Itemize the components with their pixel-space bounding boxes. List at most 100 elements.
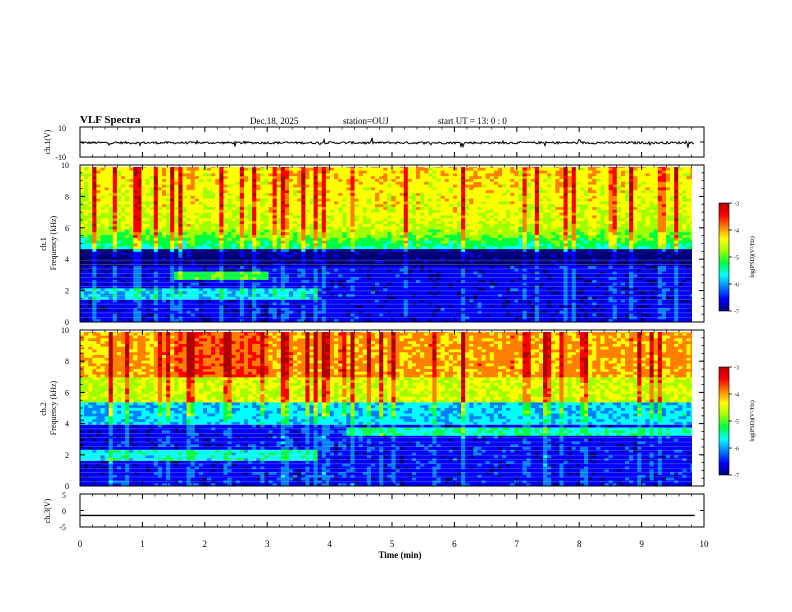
spectrogram-cell	[346, 167, 351, 169]
spectrogram-cell	[584, 187, 589, 191]
spectrogram-cell	[186, 237, 192, 242]
spectrogram-cell	[182, 229, 187, 233]
spectrogram-cell	[288, 167, 294, 171]
spectrogram-cell	[383, 212, 388, 216]
spectrogram-cell	[473, 254, 478, 258]
spectrogram-cell	[665, 179, 671, 183]
spectrogram-cell	[682, 190, 687, 194]
spectrogram-cell	[489, 218, 495, 222]
spectrogram-cell	[272, 229, 278, 233]
spectrogram-cell	[137, 240, 142, 244]
spectrogram-cell	[256, 221, 261, 225]
spectrogram-cell	[325, 218, 331, 222]
spectrogram-cell	[588, 190, 593, 194]
spectrogram-cell	[424, 215, 429, 219]
spectrogram-cell	[448, 176, 454, 180]
spectrogram-cell	[272, 221, 278, 225]
spectrogram-cell	[411, 223, 417, 228]
spectrogram-cell	[309, 254, 314, 258]
spectrogram-cell	[661, 167, 667, 169]
spectrogram-cell	[379, 221, 384, 225]
spectrogram-cell	[645, 170, 650, 174]
spectrogram-cell	[227, 212, 233, 216]
spectrogram-cell	[116, 198, 122, 202]
spectrogram-cell	[624, 167, 630, 171]
spectrogram-cell	[682, 229, 687, 233]
spectrogram-cell	[276, 229, 282, 233]
spectrogram-cell	[313, 223, 319, 228]
spectrogram-cell	[346, 179, 351, 183]
spectrogram-cell	[211, 179, 216, 183]
spectrogram-cell	[190, 257, 196, 261]
spectrogram-cell	[456, 209, 462, 214]
spectrogram-cell	[665, 167, 671, 171]
spectrogram-cell	[329, 229, 335, 233]
spectrogram-cell	[202, 215, 208, 219]
spectrogram-cell	[248, 232, 253, 236]
spectrogram-cell	[342, 179, 347, 183]
spectrogram-cell	[497, 240, 503, 244]
spectrogram-cell	[239, 212, 245, 216]
spectrogram-cell	[227, 251, 233, 256]
spectrogram-cell	[518, 167, 523, 171]
spectrogram-cell	[563, 221, 569, 225]
spectrogram-cell	[157, 181, 163, 186]
spectrogram-cell	[575, 221, 581, 225]
spectrogram-cell	[252, 207, 257, 211]
spectrogram-cell	[575, 251, 581, 256]
spectrogram-cell	[202, 195, 208, 200]
spectrogram-cell	[231, 190, 237, 194]
spectrogram-cell	[477, 232, 482, 236]
spectrogram-cell	[141, 198, 146, 202]
spectrogram-cell	[383, 173, 388, 177]
spectrogram-cell	[665, 204, 671, 208]
spectrogram-cell	[567, 246, 573, 250]
spectrogram-cell	[465, 229, 470, 233]
spectrogram-cell	[432, 232, 437, 236]
spectrogram-cell	[641, 179, 646, 183]
spectrogram-cell	[231, 218, 237, 222]
spectrogram-cell	[571, 179, 577, 183]
spectrogram-cell	[248, 187, 253, 191]
spectrogram-cell	[604, 167, 609, 171]
spectrogram-cell	[190, 243, 196, 247]
spectrogram-cell	[264, 176, 269, 180]
spectrogram-cell	[395, 207, 401, 211]
spectrogram-cell	[329, 193, 335, 197]
spectrogram-cell	[497, 235, 503, 239]
spectrogram-cell	[432, 221, 437, 225]
spectrogram-cell	[198, 235, 204, 239]
spectrogram-cell	[317, 254, 323, 258]
spectrogram-cell	[653, 221, 659, 225]
spectrogram-cell	[170, 240, 175, 244]
spectrogram-cell	[104, 249, 110, 253]
spectrogram-cell	[264, 223, 269, 228]
spectrogram-cell	[469, 240, 474, 244]
spectrogram-cell	[633, 221, 638, 225]
spectrogram-cell	[301, 167, 306, 169]
spectrogram-cell	[366, 170, 372, 174]
spectrogram-cell	[624, 243, 630, 247]
spectrogram-cell	[645, 179, 650, 183]
spectrogram-cell	[198, 209, 204, 214]
spectrogram-cell	[665, 237, 671, 242]
spectrogram-cell	[145, 257, 151, 261]
spectrogram-cell	[473, 201, 478, 205]
spectrogram-cell	[170, 173, 175, 177]
spectrogram-cell	[309, 240, 314, 244]
spectrogram-cell	[686, 229, 691, 233]
spectrogram-cell	[379, 195, 384, 200]
spectrogram-cell	[506, 170, 511, 174]
spectrogram-cell	[120, 246, 126, 250]
spectrogram-cell	[391, 226, 396, 230]
spectrogram-cell	[678, 229, 683, 233]
spectrogram-cell	[223, 187, 228, 191]
spectrogram-cell	[559, 249, 564, 253]
spectrogram-cell	[157, 212, 163, 216]
spectrogram-cell	[624, 223, 630, 228]
spectrogram-cell	[112, 226, 118, 230]
spectrogram-cell	[342, 207, 347, 211]
spectrogram-cell	[297, 181, 302, 186]
spectrogram-cell	[383, 198, 388, 202]
spectrogram-cell	[297, 207, 302, 211]
